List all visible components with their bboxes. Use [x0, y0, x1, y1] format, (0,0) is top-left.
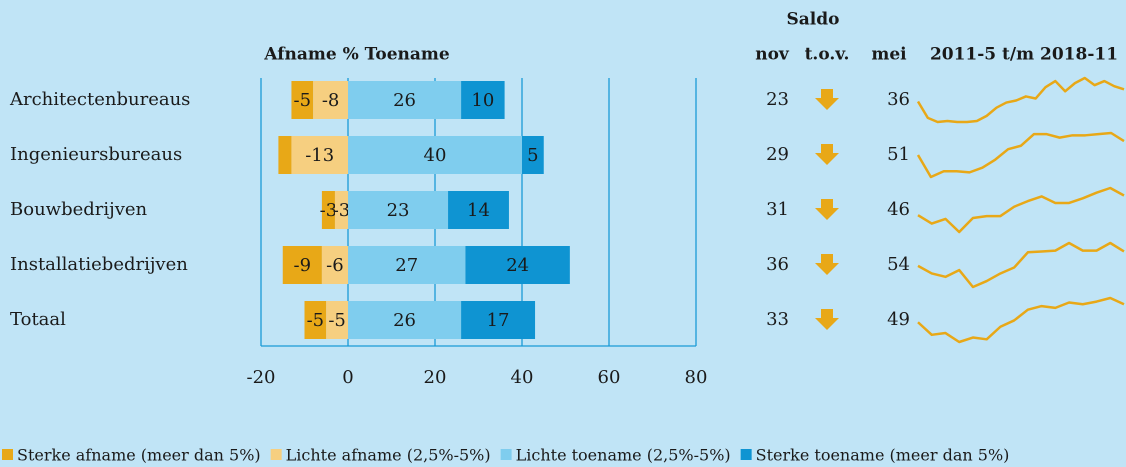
saldo-header: mei: [871, 45, 907, 65]
bar-segment: [522, 136, 544, 174]
legend-swatch: [500, 449, 512, 460]
legend-label: Lichte afname (2,5%-5%): [286, 446, 491, 465]
sparkline: [917, 241, 1125, 289]
value-label: 40: [424, 145, 447, 166]
saldo-mei: 36: [887, 89, 910, 110]
value-label: -5: [328, 310, 346, 331]
category-label: Bouwbedrijven: [10, 199, 148, 220]
bar-segment: [348, 246, 466, 284]
arrow-icon: [815, 254, 839, 275]
legend-label: Sterke afname (meer dan 5%): [17, 446, 261, 465]
bar-segment: [304, 301, 327, 339]
x-tick-label: 20: [424, 367, 447, 388]
category-label: Architectenbureaus: [9, 89, 190, 110]
value-label: -5: [294, 90, 312, 111]
bar-segment: [348, 191, 449, 229]
legend-label: Lichte toename (2,5%-5%): [516, 446, 731, 465]
category-label: Installatiebedrijven: [10, 254, 188, 275]
arrow-icon: [815, 199, 839, 220]
axis-label: Afname % Toename: [263, 45, 450, 65]
saldo-nov: 36: [766, 254, 789, 275]
value-label: 26: [393, 310, 416, 331]
saldo-nov: 31: [766, 199, 789, 220]
bar-segment: [291, 136, 348, 174]
saldo-nov: 23: [766, 89, 789, 110]
bar-segment: [461, 81, 505, 119]
saldo-mei: 46: [887, 199, 910, 220]
bar-segment: [321, 246, 348, 284]
category-label: Totaal: [10, 309, 66, 330]
value-label: 23: [387, 200, 410, 221]
saldo-header: nov: [755, 45, 790, 65]
arrow-icon: [815, 144, 839, 165]
saldo-header: t.o.v.: [805, 45, 850, 65]
value-label: 17: [487, 310, 510, 331]
saldo-mei: 51: [887, 144, 910, 165]
value-label: 27: [395, 255, 418, 276]
value-label: 10: [471, 90, 494, 111]
arrow-icon: [815, 89, 839, 110]
value-label: -8: [322, 90, 340, 111]
saldo-nov: 29: [766, 144, 789, 165]
x-tick-label: 40: [511, 367, 534, 388]
legend-swatch: [270, 449, 282, 460]
value-label: -3: [333, 200, 351, 221]
value-label: -13: [305, 145, 334, 166]
x-tick-label: 80: [685, 367, 708, 388]
bar-segment: [313, 81, 348, 119]
saldo-mei: 49: [887, 309, 910, 330]
bar-segment: [465, 246, 570, 284]
bar-segment: [348, 301, 462, 339]
value-label: -3: [320, 200, 338, 221]
category-label: Ingenieursbureaus: [10, 144, 182, 165]
sparkline: [917, 296, 1125, 344]
value-label: 14: [467, 200, 490, 221]
legend-swatch: [740, 449, 752, 460]
sparkline: [916, 76, 1125, 124]
value-label: 24: [506, 255, 529, 276]
sparkline: [916, 131, 1125, 179]
value-label: -9: [294, 255, 312, 276]
bar-segment: [334, 191, 348, 229]
value-label: -6: [326, 255, 344, 276]
legend-swatch: [2, 449, 13, 460]
value-label: 26: [393, 90, 416, 111]
bar-segment: [348, 136, 522, 174]
bar-segment: [326, 301, 348, 339]
saldo-mei: 54: [887, 254, 910, 275]
bar-segment: [291, 81, 314, 119]
bar-segment: [448, 191, 509, 229]
saldo-nov: 33: [766, 309, 789, 330]
value-label: 5: [527, 145, 538, 166]
bar-segment: [461, 301, 536, 339]
bar-segment: [278, 136, 292, 174]
x-tick-label: -20: [247, 367, 276, 388]
legend-label: Sterke toename (meer dan 5%): [756, 446, 1010, 465]
bar-segment: [348, 81, 462, 119]
sparkline: [917, 186, 1125, 234]
x-tick-label: 0: [342, 367, 353, 388]
x-tick-label: 60: [598, 367, 621, 388]
bar-segment: [282, 246, 322, 284]
arrow-icon: [815, 309, 839, 330]
saldo-title: Saldo: [787, 10, 840, 30]
sparkline-title: 2011-5 t/m 2018-11: [930, 45, 1118, 65]
bar-segment: [321, 191, 335, 229]
value-label: -5: [307, 310, 325, 331]
